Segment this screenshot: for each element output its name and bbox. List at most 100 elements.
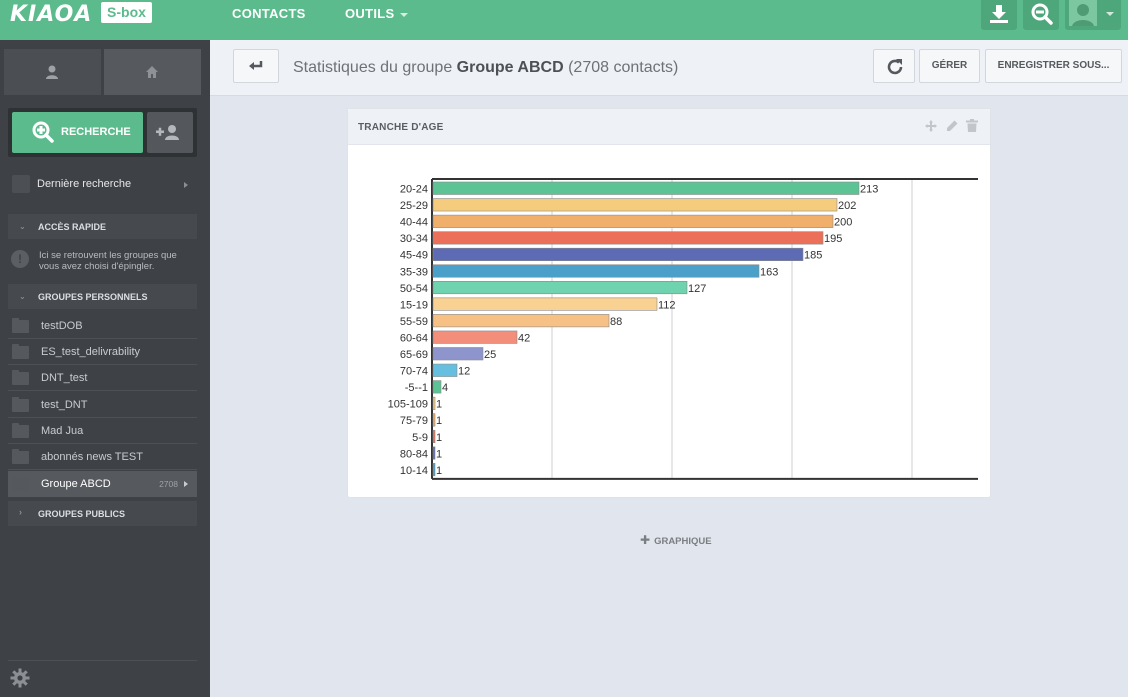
exclamation-icon: ! <box>11 250 29 268</box>
public-groups-title: GROUPES PUBLICS <box>38 509 126 519</box>
group-item-label: test_DNT <box>41 399 88 411</box>
trash-icon[interactable] <box>966 119 978 132</box>
move-icon[interactable] <box>925 120 938 132</box>
sidebar-tabs <box>0 40 210 95</box>
user-icon <box>46 65 58 79</box>
add-contact-button[interactable] <box>147 112 193 153</box>
download-button[interactable] <box>981 0 1017 30</box>
chart-bar <box>432 380 442 394</box>
nav-outils[interactable]: OUTILS <box>345 6 409 21</box>
age-bar-chart: 20-24 213 25-29 202 40-44 200 30-34 195 45-49 185… <box>388 178 978 480</box>
chart-panel-header: TRANCHE D'AGE <box>348 109 990 145</box>
tab-contacts[interactable] <box>4 49 101 95</box>
chart-category-label: -5--1 <box>405 382 428 394</box>
tab-home[interactable] <box>104 49 201 95</box>
folder-icon <box>12 344 29 359</box>
user-menu-button[interactable] <box>1065 0 1121 30</box>
refresh-button[interactable] <box>873 49 915 83</box>
chart-value-label: 185 <box>804 250 822 262</box>
save-as-button[interactable]: ENREGISTRER SOUS... <box>985 49 1122 83</box>
zoom-search-button[interactable] <box>1023 0 1059 30</box>
chart-value-label: 213 <box>860 184 878 196</box>
chart-category-label: 5-9 <box>412 432 428 444</box>
chart-category-label: 80-84 <box>400 448 428 460</box>
chart-category-label: 75-79 <box>400 415 428 427</box>
chart-bar <box>432 330 518 344</box>
group-item-testdob[interactable]: testDOB <box>8 313 197 339</box>
group-item-abonnes-news-test[interactable]: abonnés news TEST <box>8 444 197 470</box>
chart-value-label: 1 <box>436 432 442 444</box>
chart-bar <box>432 214 834 228</box>
chevron-down-icon <box>400 12 409 17</box>
folder-icon <box>12 476 29 491</box>
app-logo[interactable]: KIAOA <box>10 2 93 27</box>
group-item-label: abonnés news TEST <box>41 451 143 463</box>
search-icon <box>12 175 30 193</box>
chart-value-label: 1 <box>436 465 442 477</box>
public-groups-header[interactable]: › GROUPES PUBLICS <box>8 501 197 526</box>
chart-bar <box>432 363 458 377</box>
group-item-groupe-abcd[interactable]: Groupe ABCD 2708 <box>8 471 197 497</box>
chart-bar <box>432 231 824 245</box>
chevron-right-icon: › <box>19 507 22 517</box>
chart-category-label: 55-59 <box>400 316 428 328</box>
manage-button[interactable]: GÉRER <box>919 49 980 83</box>
chart-category-label: 65-69 <box>400 349 428 361</box>
chart-bar <box>432 247 804 261</box>
chart-category-label: 105-109 <box>388 399 428 411</box>
return-arrow-icon <box>249 61 263 70</box>
last-search-item[interactable]: Dernière recherche <box>8 172 197 198</box>
group-item-label: Mad Jua <box>41 425 84 437</box>
search-button-label: RECHERCHE <box>61 126 131 138</box>
avatar <box>1069 0 1097 26</box>
gear-icon[interactable] <box>10 668 30 688</box>
chart-value-label: 1 <box>436 415 442 427</box>
chart-category-label: 40-44 <box>400 217 428 229</box>
refresh-icon <box>887 59 903 75</box>
chart-category-label: 25-29 <box>400 200 428 212</box>
group-item-mad-jua[interactable]: Mad Jua <box>8 418 197 444</box>
chart-bar <box>432 429 436 444</box>
folder-icon <box>12 397 29 412</box>
folder-icon <box>12 423 29 438</box>
chart-category-label: 15-19 <box>400 299 428 311</box>
chart-value-label: 88 <box>610 316 622 328</box>
add-graph-label: GRAPHIQUE <box>654 536 712 547</box>
quick-access-info-text: Ici se retrouvent les groupes que vous a… <box>39 250 177 272</box>
quick-access-header[interactable]: ⌄ ACCÈS RAPIDE <box>8 214 197 239</box>
chart-category-label: 35-39 <box>400 266 428 278</box>
personal-groups-title: GROUPES PERSONNELS <box>38 292 148 302</box>
nav-contacts[interactable]: CONTACTS <box>232 6 306 21</box>
add-user-icon <box>156 125 179 140</box>
chart-bar <box>432 463 436 477</box>
chart-value-label: 4 <box>442 382 448 394</box>
chart-bar <box>432 314 610 328</box>
chart-value-label: 200 <box>834 217 852 229</box>
back-button[interactable] <box>233 49 279 83</box>
chart-category-label: 20-24 <box>400 184 428 196</box>
add-graph-button[interactable]: ✚ GRAPHIQUE <box>640 533 712 547</box>
group-item-label: DNT_test <box>41 372 88 384</box>
search-button[interactable]: RECHERCHE <box>12 112 143 153</box>
group-item-label: Groupe ABCD <box>41 478 111 490</box>
page-title-count: (2708 contacts) <box>568 59 679 76</box>
home-icon <box>146 66 158 78</box>
chevron-right-icon <box>184 182 188 188</box>
chart-value-label: 163 <box>760 266 778 278</box>
chevron-down-icon: ⌄ <box>19 292 26 301</box>
personal-groups-header[interactable]: ⌄ GROUPES PERSONNELS <box>8 284 197 309</box>
chevron-down-icon <box>1106 12 1114 16</box>
sidebar: RECHERCHE Dernière recherche ⌄ ACCÈS RAP… <box>0 40 210 697</box>
group-item-dnt-test[interactable]: DNT_test <box>8 365 197 391</box>
download-icon <box>990 5 1008 23</box>
edit-pencil-icon[interactable] <box>946 120 958 132</box>
group-item-test-dnt[interactable]: test_DNT <box>8 392 197 418</box>
chevron-right-icon <box>184 481 188 487</box>
group-item-es-test-delivrability[interactable]: ES_test_delivrability <box>8 339 197 365</box>
sidebar-divider <box>8 660 197 661</box>
chart-value-label: 42 <box>518 332 530 344</box>
page-header: Statistiques du groupe Groupe ABCD (2708… <box>210 40 1128 96</box>
chart-bar <box>432 297 658 311</box>
chart-bar <box>432 413 436 427</box>
search-actions: RECHERCHE <box>8 108 197 157</box>
